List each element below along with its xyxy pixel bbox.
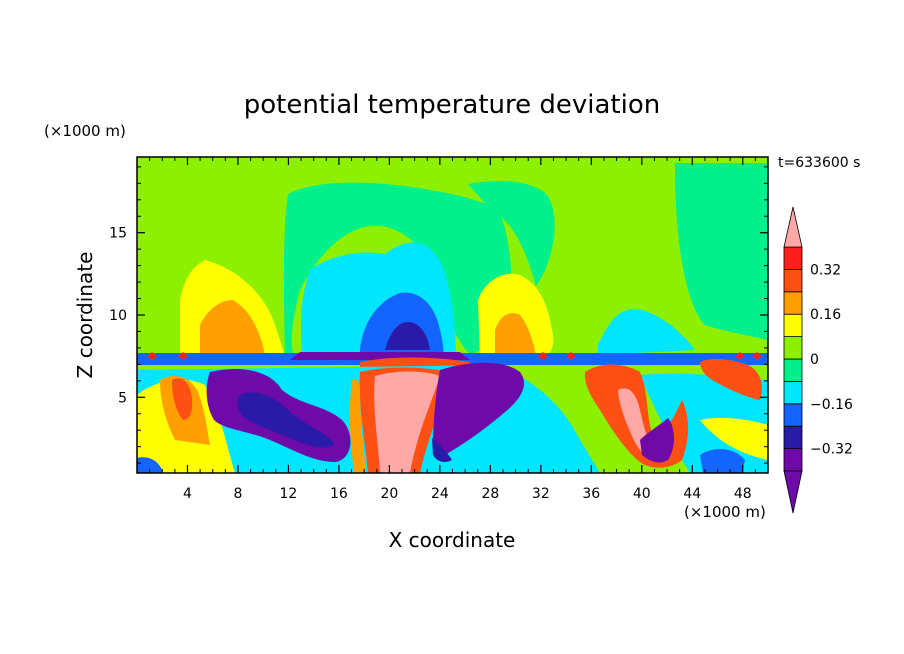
colorbar-swatch <box>783 291 803 315</box>
dark-blue-ring-left <box>237 392 335 448</box>
band-purple <box>290 352 470 360</box>
x-axis-ticks: 4 8 12 16 20 24 28 32 36 40 44 48 <box>149 157 756 502</box>
x-tick-label: 4 <box>183 486 192 502</box>
colorbar-swatch <box>783 448 803 472</box>
upper-green-region-2 <box>468 181 555 286</box>
x-tick-label: 24 <box>431 486 449 502</box>
colorbar-swatch <box>783 268 803 293</box>
x-tick-label: 40 <box>633 486 651 502</box>
x-tick-label: 32 <box>532 486 550 502</box>
colorbar-swatch <box>783 336 803 360</box>
colorbar-label: 0.32 <box>810 262 841 278</box>
time-label: t=633600 s <box>778 155 860 171</box>
orange-region-left <box>200 300 265 355</box>
y-axis-ticks: 5 10 15 <box>109 166 768 464</box>
colorbar-swatch <box>783 246 803 270</box>
x-tick-label: 20 <box>380 486 398 502</box>
dark-blue-region-upper <box>385 322 430 350</box>
colorbar-label: 0 <box>810 352 819 368</box>
red-region-far-right <box>700 359 762 400</box>
y-tick-label: 10 <box>109 308 127 324</box>
colorbar-swatch <box>783 313 803 338</box>
upper-green-region <box>283 182 513 355</box>
colorbar-label: 0.16 <box>810 307 841 323</box>
colorbar-label: −0.32 <box>810 442 853 458</box>
colorbar-swatch <box>783 425 803 450</box>
x-tick-label: 28 <box>481 486 499 502</box>
colorbar-extend-top <box>783 206 803 248</box>
orange-column-edge <box>349 379 366 473</box>
y-tick-label: 5 <box>118 390 127 406</box>
y-axis-label: Z coordinate <box>73 252 97 379</box>
purple-blob-right <box>432 362 525 455</box>
x-axis-label: X coordinate <box>389 528 516 552</box>
colorbar-extend-bottom <box>783 470 803 514</box>
red-region-lower-left <box>172 378 193 420</box>
colorbar-swatch <box>783 380 803 405</box>
orange-region-middle <box>495 313 536 356</box>
upper-green-region-3 <box>675 163 768 340</box>
x-unit-label: (×1000 m) <box>684 503 766 521</box>
colorbar-label: −0.16 <box>810 397 853 413</box>
x-tick-label: 12 <box>280 486 298 502</box>
cyan-region-right-upper <box>598 309 695 355</box>
y-unit-label: (×1000 m) <box>44 122 126 140</box>
chart-title: potential temperature deviation <box>244 90 660 120</box>
contour-field <box>137 157 768 473</box>
y-tick-label: 15 <box>109 226 127 242</box>
colorbar: 0.32 0.16 0 −0.16 −0.32 <box>783 206 853 514</box>
band-red <box>360 357 470 368</box>
colorbar-swatch <box>783 358 803 382</box>
pink-column <box>374 371 440 473</box>
blue-patch-bottom-right <box>700 448 745 473</box>
colorbar-swatch <box>783 403 803 427</box>
x-tick-label: 48 <box>734 486 752 502</box>
x-tick-label: 36 <box>582 486 600 502</box>
x-tick-label: 8 <box>233 486 242 502</box>
yellow-region-far-right <box>700 417 768 460</box>
x-tick-label: 16 <box>330 486 348 502</box>
dark-blue-edge-right <box>432 438 452 463</box>
purple-v-right <box>640 418 674 463</box>
x-tick-label: 44 <box>683 486 701 502</box>
blue-patch-bottom-left <box>137 457 163 473</box>
